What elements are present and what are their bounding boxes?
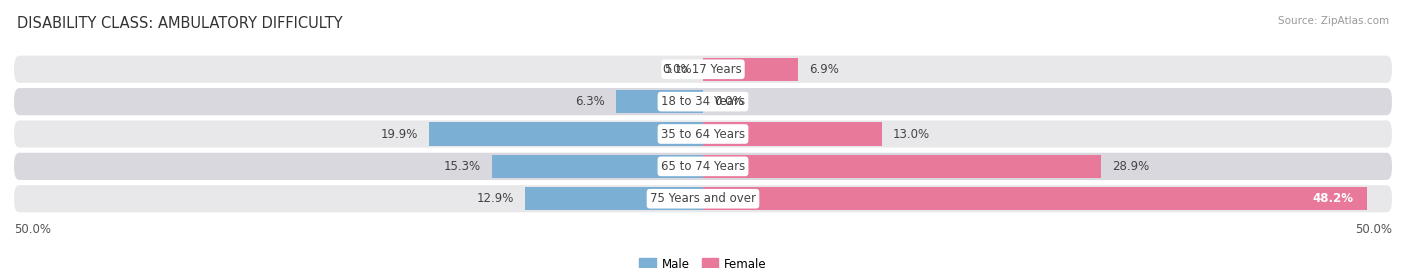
FancyBboxPatch shape xyxy=(14,120,1392,148)
FancyBboxPatch shape xyxy=(14,88,1392,115)
Bar xyxy=(703,155,1101,178)
Text: 75 Years and over: 75 Years and over xyxy=(650,192,756,205)
Text: Source: ZipAtlas.com: Source: ZipAtlas.com xyxy=(1278,16,1389,26)
Text: 50.0%: 50.0% xyxy=(14,223,51,236)
FancyBboxPatch shape xyxy=(14,153,1392,180)
Legend: Male, Female: Male, Female xyxy=(634,253,772,268)
Text: DISABILITY CLASS: AMBULATORY DIFFICULTY: DISABILITY CLASS: AMBULATORY DIFFICULTY xyxy=(17,16,343,31)
Bar xyxy=(616,90,703,113)
Text: 18 to 34 Years: 18 to 34 Years xyxy=(661,95,745,108)
Text: 15.3%: 15.3% xyxy=(444,160,481,173)
Bar xyxy=(429,122,703,146)
FancyBboxPatch shape xyxy=(14,56,1392,83)
Text: 0.0%: 0.0% xyxy=(662,63,692,76)
FancyBboxPatch shape xyxy=(14,185,1392,212)
Text: 65 to 74 Years: 65 to 74 Years xyxy=(661,160,745,173)
Text: 28.9%: 28.9% xyxy=(1112,160,1150,173)
Text: 13.0%: 13.0% xyxy=(893,128,931,140)
Text: 6.9%: 6.9% xyxy=(808,63,839,76)
Text: 12.9%: 12.9% xyxy=(477,192,515,205)
Text: 5 to 17 Years: 5 to 17 Years xyxy=(665,63,741,76)
Bar xyxy=(703,122,882,146)
Bar xyxy=(492,155,703,178)
Text: 19.9%: 19.9% xyxy=(381,128,418,140)
Text: 6.3%: 6.3% xyxy=(575,95,605,108)
Bar xyxy=(703,58,799,81)
Text: 50.0%: 50.0% xyxy=(1355,223,1392,236)
Text: 35 to 64 Years: 35 to 64 Years xyxy=(661,128,745,140)
Text: 0.0%: 0.0% xyxy=(714,95,744,108)
Text: 48.2%: 48.2% xyxy=(1312,192,1354,205)
Bar xyxy=(526,187,703,210)
Bar xyxy=(703,187,1367,210)
